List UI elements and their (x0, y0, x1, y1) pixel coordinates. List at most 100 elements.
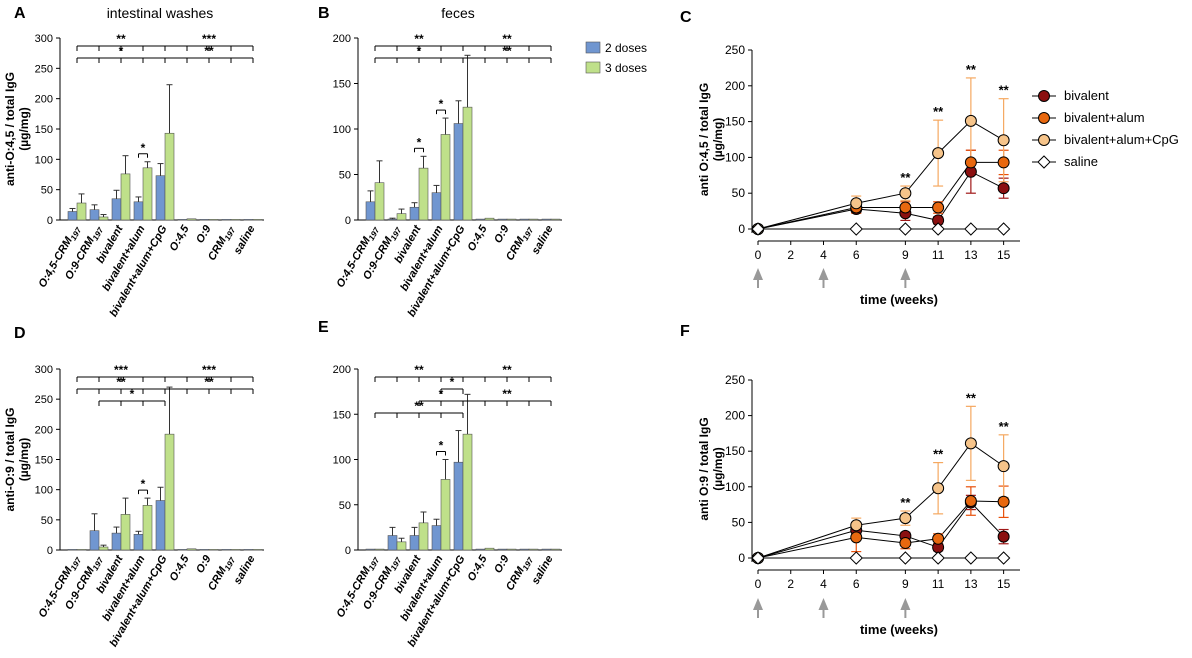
data-point (899, 201, 912, 214)
y-tick-label: 50 (732, 515, 746, 529)
significance-star: * (141, 477, 146, 491)
y-axis-label: anti O:4,5 / total IgG (697, 83, 711, 196)
significance-star: * (130, 387, 135, 401)
significance-star: ** (414, 32, 424, 46)
panel-letter-e: E (318, 319, 329, 336)
y-tick-label: 150 (35, 124, 53, 136)
data-point (849, 551, 863, 565)
category-label: saline (530, 224, 556, 257)
data-point (964, 222, 978, 236)
bar (120, 514, 131, 551)
bar (374, 182, 385, 221)
legend-marker (1038, 134, 1050, 146)
line-chart-f: 0 50 100 150 200 250 0 2 4 6 9 11 13 15 anti O:9 / tot… (697, 373, 1020, 637)
bar (243, 219, 254, 221)
category-label: O:4,5 (465, 223, 490, 254)
significance-star: ** (900, 170, 911, 185)
significance-star: * (141, 141, 146, 155)
significance-star: ** (502, 44, 512, 58)
y-tick-label: 0 (345, 545, 351, 557)
legend-label: bivalent (1064, 88, 1109, 103)
legend-swatch (585, 41, 601, 54)
y-tick-label: 100 (35, 154, 53, 166)
significance-star: ** (116, 375, 126, 389)
significance-star: * (119, 44, 124, 58)
data-point (964, 495, 977, 508)
x-tick-label: 6 (853, 577, 860, 591)
bar (550, 548, 561, 551)
bar (243, 549, 254, 551)
immunization-arrow (818, 268, 829, 280)
bar (431, 192, 442, 221)
x-tick-label: 11 (932, 248, 945, 262)
x-tick-label: 2 (787, 577, 794, 591)
y-axis-label: anti-O:4,5 / total IgG (3, 72, 17, 186)
significance-star: ** (502, 363, 512, 377)
significance-star: *** (202, 363, 216, 377)
category-label: O:9 (194, 553, 214, 576)
series-line (757, 501, 1004, 559)
data-point (899, 512, 912, 525)
data-point (849, 222, 863, 236)
bar (528, 218, 539, 221)
data-point (751, 222, 765, 236)
category-label: saline (232, 554, 258, 587)
significance-star: * (417, 135, 422, 149)
data-point (964, 437, 977, 450)
data-point (997, 156, 1010, 169)
y-tick-label: 200 (333, 364, 351, 376)
bar (230, 549, 241, 551)
x-tick-label: 0 (755, 577, 762, 591)
bar (142, 167, 153, 221)
data-point (996, 551, 1011, 565)
bar (550, 218, 561, 221)
bar (89, 209, 100, 221)
category-label: O:9 (492, 223, 512, 246)
bar (396, 213, 407, 221)
y-tick-label: 200 (35, 94, 53, 106)
bar (396, 541, 407, 551)
bar (76, 549, 87, 551)
y-tick-label: 300 (35, 33, 53, 45)
bar (506, 218, 517, 221)
bar (519, 548, 530, 551)
bar (497, 218, 508, 221)
y-tick-label: 150 (333, 79, 351, 91)
significance-star: ** (204, 375, 214, 389)
significance-star: * (417, 44, 422, 58)
bar (155, 175, 166, 221)
y-tick-label: 0 (738, 222, 745, 236)
y-tick-label: 0 (345, 215, 351, 227)
bar (453, 461, 464, 551)
x-tick-label: 15 (997, 248, 1011, 262)
data-point (899, 537, 912, 550)
immunization-arrow (900, 598, 911, 610)
bar (497, 548, 508, 551)
data-point (898, 222, 913, 236)
x-tick-label: 4 (820, 577, 827, 591)
bar (120, 173, 131, 221)
data-point (996, 222, 1011, 236)
y-tick-label: 150 (333, 409, 351, 421)
bar (387, 535, 398, 551)
bar (208, 549, 219, 551)
line-legend: bivalent bivalent+alum bivalent+alum+CpG sa… (1032, 88, 1179, 169)
bar (133, 201, 144, 221)
bar-chart-e: 050100150200O:4,5-CRM197O:9-CRM197bivale… (333, 363, 562, 649)
data-point (931, 551, 945, 565)
panel-letter-d: D (14, 325, 26, 342)
y-tick-label: 250 (35, 63, 53, 75)
immunization-arrow (753, 598, 763, 610)
significance-star: ** (999, 419, 1010, 434)
bar (111, 532, 122, 551)
y-tick-label: 200 (333, 33, 351, 45)
bar (208, 219, 219, 221)
bar (89, 530, 100, 551)
bar (541, 548, 552, 551)
significance-star: *** (114, 363, 128, 377)
data-point (850, 531, 863, 544)
y-tick-label: 100 (333, 124, 351, 136)
bar (409, 535, 420, 551)
bar (67, 211, 78, 221)
